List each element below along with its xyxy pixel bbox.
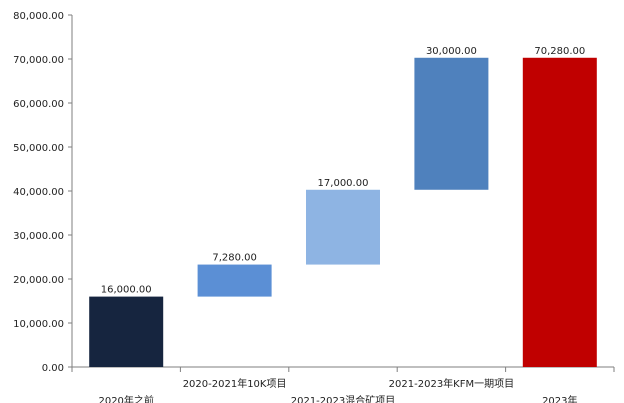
- bar-5: [522, 57, 597, 367]
- bars: [89, 57, 597, 367]
- bar-3: [306, 189, 380, 265]
- y-tick-label: 10,000.00: [13, 319, 64, 330]
- category-label-1: 2020年之前: [98, 394, 153, 403]
- y-tick-label: 70,000.00: [13, 55, 64, 66]
- y-tick-label: 30,000.00: [13, 231, 64, 242]
- bar-4: [414, 57, 489, 190]
- x-axis: [71, 366, 615, 372]
- category-label-3: 2021-2023混合矿项目: [291, 394, 396, 403]
- y-tick-label: 50,000.00: [13, 143, 64, 154]
- category-labels: 2020年之前 2020-2021年10K项目 2021-2023混合矿项目 2021…: [98, 377, 577, 403]
- category-label-4: 2021-2023年KFM一期项目: [389, 377, 514, 390]
- data-labels: 16,000.00 7,280.00 17,000.00 30,000.00 70,28…: [101, 46, 586, 296]
- data-label-1: 16,000.00: [101, 285, 152, 296]
- y-tick-label: 80,000.00: [13, 11, 64, 22]
- category-label-5: 2023年: [542, 394, 577, 403]
- bar-2: [197, 264, 272, 297]
- y-tick-label: 0.00: [42, 363, 64, 374]
- y-tick-label: 40,000.00: [13, 187, 64, 198]
- y-tick-label: 20,000.00: [13, 275, 64, 286]
- data-label-4: 30,000.00: [426, 46, 477, 57]
- bar-1: [89, 296, 164, 367]
- y-tick-label: 60,000.00: [13, 99, 64, 110]
- data-label-5: 70,280.00: [534, 46, 585, 57]
- data-label-2: 7,280.00: [212, 253, 257, 264]
- category-label-2: 2020-2021年10K项目: [183, 377, 287, 390]
- y-axis: 0.00 10,000.00 20,000.00 30,000.00 40,000.00…: [13, 11, 73, 374]
- data-label-3: 17,000.00: [318, 178, 369, 189]
